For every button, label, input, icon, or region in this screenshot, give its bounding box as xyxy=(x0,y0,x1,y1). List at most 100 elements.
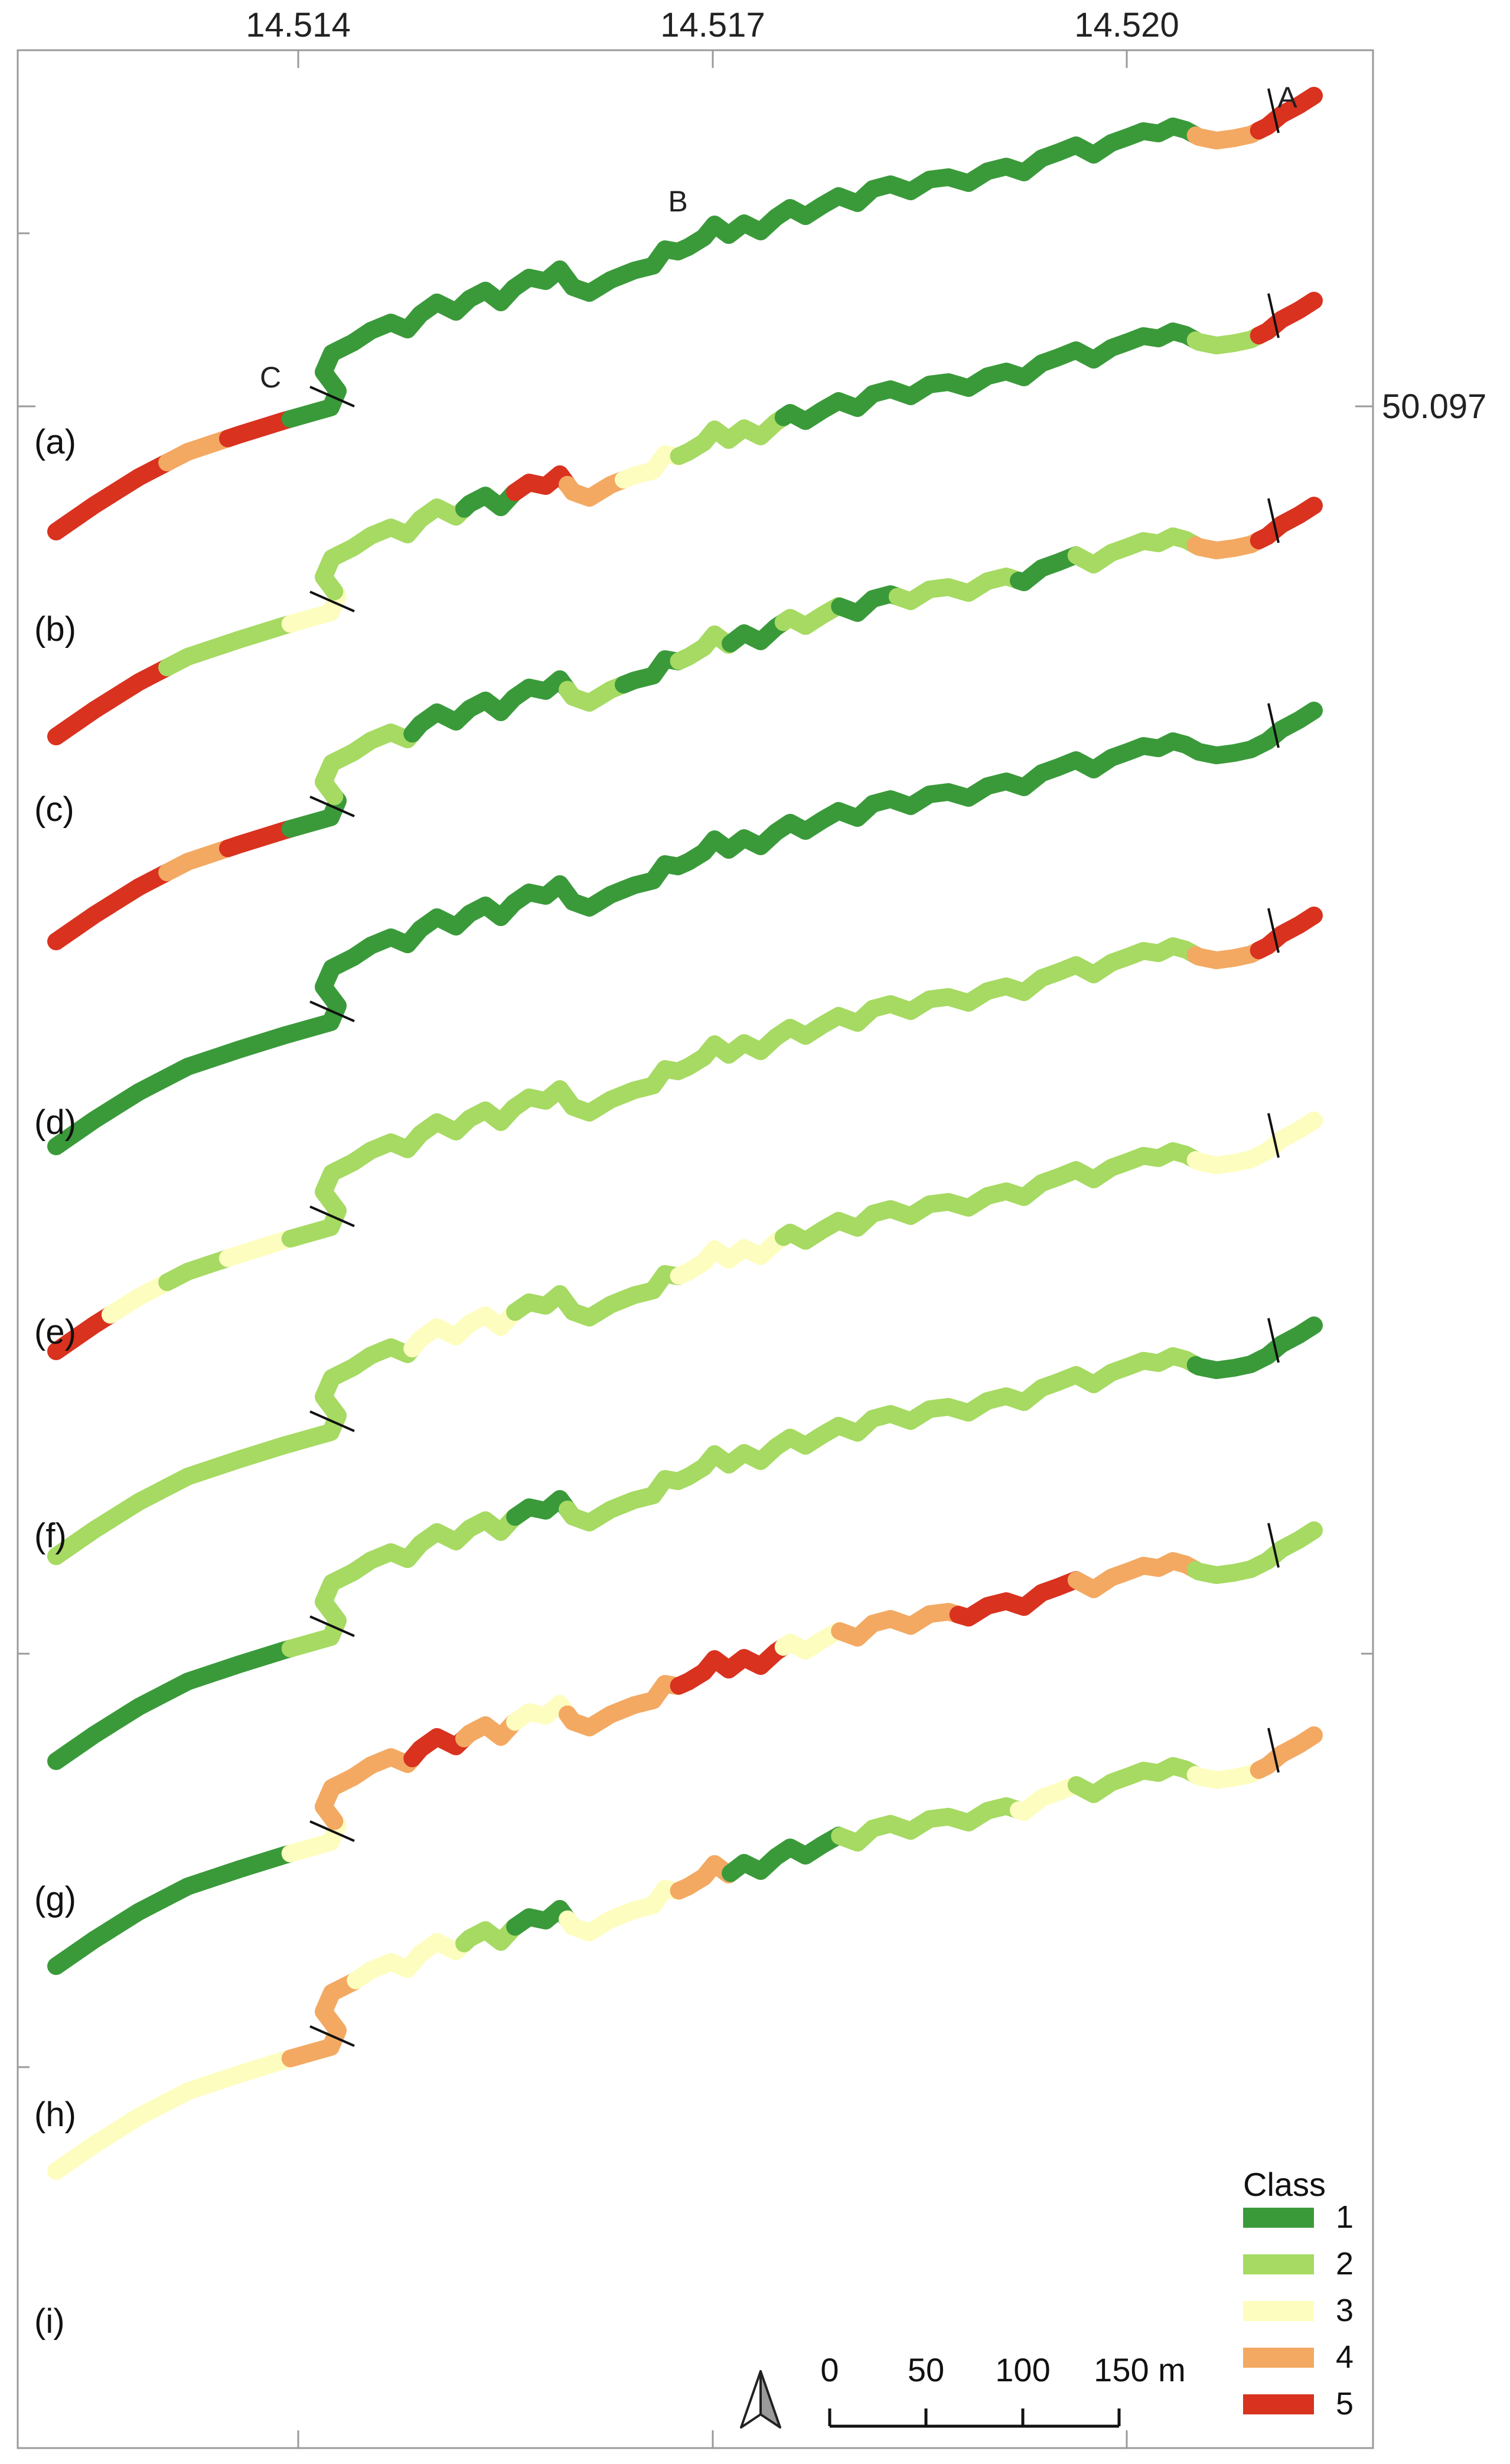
section-marker-a xyxy=(1267,908,1280,953)
river-segment xyxy=(102,1683,177,1734)
river-segment xyxy=(102,2093,177,2144)
longitude-label-14517: 14.517 xyxy=(660,6,765,44)
panel-c: (c) xyxy=(34,497,1323,950)
latitude-label-50097: 50.097 xyxy=(1382,387,1486,426)
river-segment xyxy=(559,881,632,917)
section-marker-c xyxy=(309,1205,355,1227)
scale-tick-50: 50 xyxy=(908,2351,944,2388)
scale-tick-150m: 150 m xyxy=(1094,2351,1186,2388)
river-segment xyxy=(102,1888,177,1939)
river-segment xyxy=(102,863,177,914)
river-segment xyxy=(102,659,177,709)
river-segment xyxy=(1250,497,1323,550)
river-segment xyxy=(158,634,237,677)
legend-label-2: 2 xyxy=(1336,2246,1354,2282)
river-segment xyxy=(1250,87,1323,140)
river-segment xyxy=(1186,532,1268,559)
legend-swatch-1 xyxy=(1243,2208,1314,2228)
river-segment xyxy=(1250,702,1323,755)
scale-tick-100: 100 xyxy=(995,2351,1050,2388)
river-segment xyxy=(1186,327,1268,354)
panel-label: (e) xyxy=(34,1313,76,1351)
panel-a: (a) xyxy=(34,87,1323,540)
river-segment xyxy=(559,1086,632,1122)
river-segment xyxy=(1126,118,1205,145)
river-segment xyxy=(1186,1761,1268,1789)
river-segment xyxy=(1186,1556,1268,1584)
section-marker-c xyxy=(309,1615,355,1637)
legend-label-4: 4 xyxy=(1336,2339,1354,2375)
section-marker-c xyxy=(309,386,355,408)
river-segment xyxy=(102,454,177,504)
river-panels: (a) (b) (c) (d) (e) (f) (g) (h) (i) xyxy=(34,87,1323,2341)
section-marker-a xyxy=(1267,703,1280,748)
section-marker-a xyxy=(1267,1728,1280,1773)
longitude-label-14520: 14.520 xyxy=(1074,6,1179,44)
north-arrow-icon xyxy=(740,2370,781,2429)
section-marker-c xyxy=(309,1820,355,1842)
river-segment xyxy=(1250,1521,1323,1575)
river-segment xyxy=(1126,1142,1205,1169)
longitude-label-14514: 14.514 xyxy=(246,6,350,44)
legend-swatch-4 xyxy=(1243,2348,1314,2368)
river-segment xyxy=(1126,1757,1205,1784)
river-segment xyxy=(158,839,237,882)
panel-label: (f) xyxy=(34,1517,67,1555)
section-marker-c xyxy=(309,2025,355,2047)
panel-label: (i) xyxy=(34,2302,65,2341)
legend-title: Class xyxy=(1243,2166,1326,2203)
legend-swatch-3 xyxy=(1243,2301,1314,2321)
river-segment xyxy=(1126,1552,1205,1579)
scale-tick-0: 0 xyxy=(820,2351,839,2388)
legend-label-5: 5 xyxy=(1336,2386,1354,2421)
point-label-b: B xyxy=(668,185,687,218)
river-segment xyxy=(158,1864,237,1906)
river-segment xyxy=(1186,1146,1268,1174)
river-segment xyxy=(559,676,632,712)
section-marker-a xyxy=(1267,1113,1280,1158)
river-segment xyxy=(1126,322,1205,350)
river-segment xyxy=(1126,732,1205,760)
panel-label: (d) xyxy=(34,1103,76,1142)
river-segment xyxy=(158,1454,237,1497)
section-marker-c xyxy=(309,796,355,817)
panel-h: (h) xyxy=(34,1521,1323,2134)
river-segment xyxy=(1250,907,1323,960)
legend-swatch-2 xyxy=(1243,2254,1314,2274)
section-marker-c xyxy=(309,591,355,612)
point-label-c: C xyxy=(260,361,281,394)
river-segment xyxy=(1250,1112,1323,1165)
river-segment xyxy=(158,429,237,472)
river-segment xyxy=(102,1478,177,1529)
river-segment xyxy=(102,1273,177,1324)
panel-label: (g) xyxy=(34,1880,76,1918)
legend-swatch-5 xyxy=(1243,2394,1314,2414)
point-label-a: A xyxy=(1277,81,1297,114)
river-segment xyxy=(559,471,632,507)
panel-f: (f) xyxy=(34,1112,1323,1565)
river-segment xyxy=(559,1905,632,1941)
section-marker-a xyxy=(1267,498,1280,543)
river-segment xyxy=(158,1044,237,1087)
panel-label: (c) xyxy=(34,790,74,829)
panel-label: (h) xyxy=(34,2095,76,2134)
river-segment xyxy=(158,1659,237,1702)
legend-label-1: 1 xyxy=(1336,2199,1354,2235)
river-segment xyxy=(1250,292,1323,345)
panel-b: (b) xyxy=(34,292,1323,745)
section-marker-a xyxy=(1267,293,1280,338)
section-marker-a xyxy=(1267,88,1280,133)
section-marker-c xyxy=(309,1410,355,1432)
river-segment xyxy=(1186,1351,1268,1379)
river-segment xyxy=(559,1290,632,1326)
river-segment xyxy=(1186,736,1268,764)
panel-i: (i) xyxy=(34,1726,1323,2341)
graticule-ticks xyxy=(18,50,1373,2448)
river-segment xyxy=(559,1495,632,1531)
river-segment xyxy=(1126,937,1205,964)
scale-bar: 0 50 100 150 m xyxy=(820,2351,1186,2428)
river-segment xyxy=(1250,1316,1323,1370)
river-segment xyxy=(1186,941,1268,969)
section-marker-a xyxy=(1267,1318,1280,1363)
panel-e: (e) xyxy=(34,907,1323,1360)
